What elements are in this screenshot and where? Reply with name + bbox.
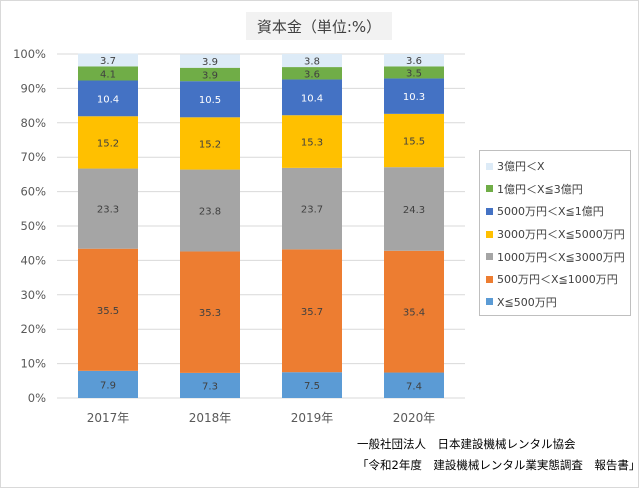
legend-item: X≦500万円: [486, 291, 630, 314]
x-tick-label: 2018年: [189, 411, 232, 425]
data-label: 10.5: [199, 95, 221, 106]
bar-segment: [180, 67, 240, 82]
bar-segment: [384, 78, 444, 114]
y-tick-label: 10%: [20, 357, 46, 371]
bar-segment: [384, 113, 444, 168]
data-label: 3.8: [304, 57, 320, 68]
bar-segment: [282, 115, 342, 168]
source-line-1: 一般社団法人 日本建設機械レンタル協会: [357, 437, 576, 451]
chart-title: 資本金（単位:%）: [256, 17, 382, 36]
y-tick-label: 80%: [20, 116, 46, 130]
bar-segment: [384, 372, 444, 398]
data-label: 35.3: [199, 308, 221, 319]
legend-label: 1億円＜X≦3億円: [497, 182, 583, 196]
legend-swatch: [486, 207, 493, 215]
data-label: 15.2: [199, 139, 221, 150]
bar-segment: [78, 168, 138, 249]
y-tick-label: 70%: [20, 150, 46, 164]
bar-segment: [384, 54, 444, 67]
bar-segment: [78, 248, 138, 371]
bar-segment: [180, 372, 240, 398]
bar-segment: [180, 54, 240, 68]
data-label: 35.7: [301, 307, 323, 318]
bar-segment: [78, 66, 138, 81]
legend-label: 3億円＜X: [497, 160, 545, 174]
legend-swatch: [486, 162, 493, 170]
data-label: 4.1: [100, 69, 116, 80]
data-label: 3.5: [406, 68, 422, 79]
legend-label: 500万円＜X≦1000万円: [497, 273, 618, 287]
data-label: 35.4: [403, 308, 425, 319]
data-label: 7.5: [304, 381, 320, 392]
source-line-2: 「令和2年度 建設機械レンタル業実態調査 報告書」: [357, 458, 639, 472]
data-label: 23.8: [199, 207, 221, 218]
y-tick-label: 40%: [20, 253, 46, 267]
legend-label: 1000万円＜X≦3000万円: [497, 250, 625, 264]
chart-legend: 3億円＜X 1億円＜X≦3億円 5000万円＜X≦1億円 3000万円＜X≦5000万…: [479, 150, 631, 316]
legend-item: 5000万円＜X≦1億円: [486, 200, 630, 223]
legend-item: 500万円＜X≦1000万円: [486, 268, 630, 291]
x-tick-label: 2019年: [291, 411, 334, 425]
legend-swatch: [486, 298, 493, 306]
legend-label: 3000万円＜X≦5000万円: [497, 228, 625, 242]
data-label: 23.3: [97, 205, 119, 216]
legend-label: 5000万円＜X≦1億円: [497, 205, 604, 219]
bar-segment: [78, 53, 138, 67]
bar-segment: [78, 80, 138, 117]
data-label: 10.3: [403, 92, 425, 103]
data-label: 7.4: [406, 381, 422, 392]
bar-segment: [78, 370, 138, 398]
y-tick-label: 30%: [20, 288, 46, 302]
bar-segment: [78, 116, 138, 169]
data-label: 15.5: [403, 137, 425, 148]
data-label: 3.9: [202, 57, 218, 68]
bar-segment: [180, 169, 240, 252]
legend-swatch: [486, 230, 493, 238]
bar-segment: [180, 117, 240, 170]
bar-segment: [282, 372, 342, 398]
legend-swatch: [486, 185, 493, 193]
bar-segment: [384, 167, 444, 251]
data-label: 7.3: [202, 381, 218, 392]
data-label: 15.3: [301, 138, 323, 149]
legend-item: 3億円＜X: [486, 155, 630, 178]
data-label: 15.2: [97, 138, 119, 149]
data-label: 35.5: [97, 306, 119, 317]
data-label: 23.7: [301, 205, 323, 216]
bar-segment: [282, 79, 342, 116]
bar-segment: [180, 251, 240, 373]
y-tick-label: 90%: [20, 81, 46, 95]
y-tick-label: 0%: [28, 391, 46, 405]
legend-swatch: [486, 275, 493, 283]
x-tick-label: 2017年: [87, 411, 130, 425]
legend-item: 1億円＜X≦3億円: [486, 178, 630, 201]
legend-swatch: [486, 253, 493, 261]
bar-segment: [180, 81, 240, 118]
data-label: 10.4: [97, 94, 119, 105]
legend-label: X≦500万円: [497, 295, 557, 309]
y-tick-label: 60%: [20, 185, 46, 199]
bar-segment: [282, 249, 342, 373]
data-label: 24.3: [403, 205, 425, 216]
bar-segment: [384, 66, 444, 79]
bar-segment: [282, 67, 342, 80]
chart-title-box: 資本金（単位:%）: [246, 12, 392, 40]
x-tick-label: 2020年: [393, 411, 436, 425]
y-tick-label: 20%: [20, 322, 46, 336]
bar-segment: [282, 167, 342, 250]
y-tick-label: 50%: [20, 219, 46, 233]
data-label: 3.6: [406, 56, 422, 67]
data-label: 3.6: [304, 69, 320, 80]
legend-item: 1000万円＜X≦3000万円: [486, 245, 630, 268]
data-label: 3.9: [202, 70, 218, 81]
bar-segment: [282, 54, 342, 68]
data-label: 3.7: [100, 56, 116, 67]
bar-segment: [384, 250, 444, 373]
y-tick-label: 100%: [13, 47, 46, 61]
legend-item: 3000万円＜X≦5000万円: [486, 223, 630, 246]
data-label: 10.4: [301, 93, 323, 104]
data-label: 7.9: [100, 380, 116, 391]
